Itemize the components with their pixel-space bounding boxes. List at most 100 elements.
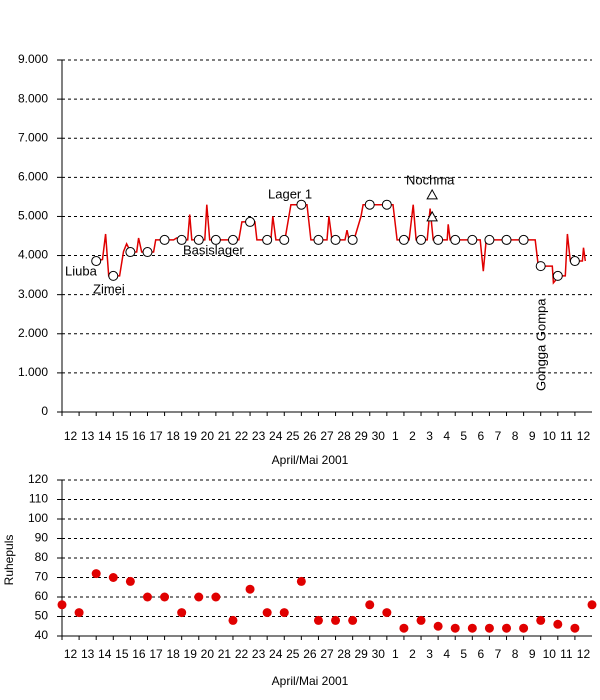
x-tick-label: 8 (512, 647, 519, 661)
x-tick-label: 4 (443, 647, 450, 661)
camp-marker (569, 256, 580, 267)
x-tick-label: 12 (64, 429, 78, 443)
camp-marker (279, 234, 290, 245)
x-tick-label: 5 (460, 647, 467, 661)
x-tick-label: 20 (201, 647, 215, 661)
x-tick-label: 16 (132, 429, 146, 443)
camp-marker (262, 234, 273, 245)
x-tick-label: 2 (409, 647, 416, 661)
pulse-dot (262, 608, 272, 618)
x-tick-label: 9 (529, 429, 536, 443)
camp-marker (398, 234, 409, 245)
x-tick-label: 13 (81, 429, 95, 443)
pulse-dot (450, 623, 460, 633)
camp-marker (176, 234, 187, 245)
pulse-dot (519, 623, 529, 633)
x-tick-label: 1 (392, 429, 399, 443)
pulse-dot (553, 619, 563, 629)
pulse-dot (416, 615, 426, 625)
annotation: Gongga Gompa (533, 298, 548, 391)
x-tick-label: 5 (460, 429, 467, 443)
y-tick-label: 7.000 (18, 130, 48, 144)
camp-marker (313, 234, 324, 245)
y-tick-label: 4.000 (18, 248, 48, 262)
pulse-dot (245, 584, 255, 594)
x-tick-label: 28 (337, 647, 351, 661)
x-tick-label: 1 (392, 647, 399, 661)
pulse-dot (587, 600, 597, 610)
x-tick-label: 29 (355, 647, 369, 661)
annotation: Lager 1 (268, 186, 312, 201)
y-tick-label: 100 (28, 511, 48, 525)
annotation: Basislager (183, 242, 244, 257)
camp-marker (484, 234, 495, 245)
camp-marker (159, 234, 170, 245)
x-tick-label: 4 (443, 429, 450, 443)
x-tick-label: 19 (184, 429, 198, 443)
x-tick-label: 18 (166, 429, 180, 443)
x-tick-label: 14 (98, 429, 112, 443)
y-tick-label: 40 (35, 628, 49, 642)
camp-marker (210, 234, 221, 245)
x-tick-label: 2 (409, 429, 416, 443)
x-axis-label: April/Mai 2001 (272, 453, 349, 467)
x-tick-label: 19 (184, 647, 198, 661)
x-tick-label: 7 (495, 647, 502, 661)
x-tick-label: 29 (355, 429, 369, 443)
camp-marker (125, 247, 136, 258)
x-tick-label: 9 (529, 647, 536, 661)
pulse-dot (331, 615, 341, 625)
x-tick-label: 12 (577, 647, 591, 661)
camp-marker (91, 256, 102, 267)
camp-marker (450, 234, 461, 245)
x-tick-label: 15 (115, 429, 129, 443)
x-tick-label: 17 (149, 429, 163, 443)
x-tick-label: 10 (543, 647, 557, 661)
x-tick-label: 13 (81, 647, 95, 661)
x-tick-label: 3 (426, 429, 433, 443)
pulse-dot (177, 608, 187, 618)
camp-marker (535, 261, 546, 272)
annotation: Zimei (93, 281, 125, 296)
pulse-dot (160, 592, 170, 602)
camp-marker (364, 199, 375, 210)
y-tick-label: 70 (35, 570, 49, 584)
x-tick-label: 11 (560, 429, 573, 443)
y-tick-label: 9.000 (18, 52, 48, 66)
camp-marker (518, 234, 529, 245)
camp-marker (433, 234, 444, 245)
x-tick-label: 8 (512, 429, 519, 443)
camp-marker (347, 234, 358, 245)
camp-marker (227, 234, 238, 245)
y-tick-label: 90 (35, 531, 49, 545)
x-tick-label: 7 (495, 429, 502, 443)
x-tick-label: 27 (320, 647, 334, 661)
y-tick-label: 0 (41, 404, 48, 418)
pulse-dot (570, 623, 580, 633)
x-tick-label: 17 (149, 647, 163, 661)
x-tick-label: 15 (115, 647, 129, 661)
pulse-dot (296, 576, 306, 586)
y-tick-label: 50 (35, 609, 49, 623)
y-tick-label: 3.000 (18, 287, 48, 301)
x-tick-label: 10 (543, 429, 557, 443)
camp-marker (552, 270, 563, 281)
x-tick-label: 30 (372, 647, 386, 661)
x-tick-label: 24 (269, 647, 283, 661)
pulse-dot (382, 608, 392, 618)
x-tick-label: 6 (478, 647, 485, 661)
y-tick-label: 60 (35, 589, 49, 603)
camp-marker (245, 216, 256, 227)
x-tick-label: 30 (372, 429, 386, 443)
x-tick-label: 21 (218, 647, 232, 661)
pulse-dot (142, 592, 152, 602)
x-tick-label: 27 (320, 429, 334, 443)
camp-marker (416, 234, 427, 245)
camp-marker (142, 247, 153, 258)
x-tick-label: 21 (218, 429, 232, 443)
camp-marker (501, 234, 512, 245)
x-tick-label: 12 (64, 647, 78, 661)
x-tick-label: 25 (286, 647, 300, 661)
y-tick-label: 120 (28, 472, 48, 486)
